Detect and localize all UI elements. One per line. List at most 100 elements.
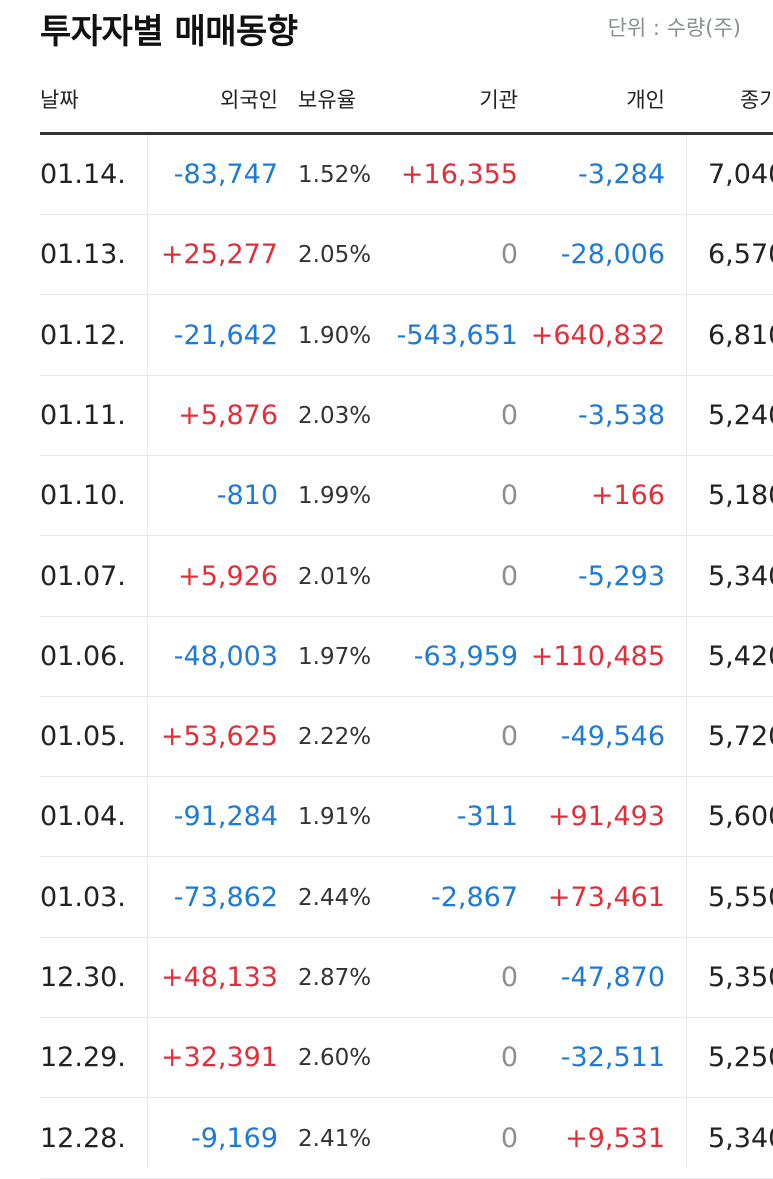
- row-holding: 2.41%: [298, 1125, 372, 1152]
- row-date: 12.29.: [40, 1042, 126, 1074]
- row-divider: [40, 214, 773, 215]
- row-divider: [40, 936, 773, 938]
- row-foreign: -91,284: [173, 801, 278, 833]
- row-date: 01.06.: [40, 640, 126, 672]
- row-foreign: -810: [216, 480, 278, 512]
- header-foreign: 외국인: [220, 88, 278, 112]
- row-holding: 1.91%: [298, 804, 372, 831]
- header-individual: 개인: [626, 88, 665, 112]
- row-date: 01.13.: [40, 239, 126, 271]
- table-row[interactable]: 01.07. +5,926 2.01% 0 -5,293 5,340: [0, 537, 773, 617]
- row-foreign: -83,747: [173, 159, 278, 190]
- row-date: 01.11.: [40, 399, 126, 431]
- row-close: 5,340: [708, 560, 773, 592]
- row-holding: 2.87%: [298, 965, 372, 991]
- row-foreign: -73,862: [173, 881, 278, 913]
- row-close: 5,550: [708, 881, 773, 913]
- row-date: 01.05.: [40, 721, 126, 753]
- table-row[interactable]: 01.14. -83,747 1.52% +16,355 -3,284 7,040: [0, 135, 773, 215]
- row-divider: [40, 454, 773, 456]
- row-institution: 0: [500, 480, 518, 512]
- row-foreign: -48,003: [173, 640, 278, 672]
- row-institution: 0: [500, 962, 518, 993]
- row-holding: 1.90%: [298, 322, 372, 349]
- row-date: 01.14.: [40, 159, 126, 190]
- row-foreign: +48,133: [160, 962, 278, 993]
- table-row[interactable]: 01.03. -73,862 2.44% -2,867 +73,461 5,550: [0, 858, 773, 938]
- row-individual: -32,511: [560, 1042, 665, 1074]
- row-institution: -63,959: [413, 640, 518, 672]
- header-institution: 기관: [479, 88, 518, 112]
- row-close: 6,570: [708, 239, 773, 271]
- row-institution: -2,867: [430, 881, 518, 913]
- header-divider: [40, 132, 773, 135]
- row-holding: 2.44%: [298, 884, 372, 911]
- row-foreign: +5,926: [178, 560, 278, 592]
- row-divider: [40, 695, 773, 697]
- column-divider: [147, 135, 148, 1168]
- row-divider: [40, 535, 773, 537]
- row-foreign: +53,625: [160, 721, 278, 753]
- table-row[interactable]: 01.11. +5,876 2.03% 0 -3,538 5,240: [0, 376, 773, 456]
- row-divider: [40, 374, 773, 376]
- row-close: 5,340: [708, 1122, 773, 1154]
- row-individual: -47,870: [560, 962, 665, 993]
- row-individual: +640,832: [530, 319, 665, 351]
- row-foreign: +25,277: [160, 239, 278, 271]
- row-foreign: -9,169: [190, 1122, 278, 1154]
- row-date: 12.30.: [40, 962, 126, 993]
- row-close: 5,240: [708, 399, 773, 431]
- row-close: 5,180: [708, 480, 773, 512]
- row-individual: +73,461: [547, 881, 665, 913]
- page-title: 투자자별 매매동향: [40, 12, 298, 52]
- row-close: 5,250: [708, 1042, 773, 1074]
- row-institution: 0: [500, 1122, 518, 1154]
- header-close: 종가: [740, 88, 773, 112]
- table-row[interactable]: 01.06. -48,003 1.97% -63,959 +110,485 5,420: [0, 617, 773, 697]
- row-individual: -49,546: [560, 721, 665, 753]
- header-holding: 보유율: [298, 88, 356, 112]
- row-individual: +9,531: [565, 1122, 665, 1154]
- row-institution: 0: [500, 399, 518, 431]
- row-divider: [40, 1017, 773, 1018]
- table-row[interactable]: 01.05. +53,625 2.22% 0 -49,546 5,720: [0, 697, 773, 778]
- row-date: 01.07.: [40, 560, 126, 592]
- table-row[interactable]: 01.04. -91,284 1.91% -311 +91,493 5,600: [0, 777, 773, 858]
- row-date: 01.03.: [40, 881, 126, 913]
- header-date: 날짜: [40, 88, 79, 112]
- row-holding: 2.22%: [298, 724, 372, 751]
- table-row[interactable]: 01.12. -21,642 1.90% -543,651 +640,832 6,810: [0, 296, 773, 376]
- row-institution: -543,651: [396, 319, 518, 351]
- row-divider: [40, 856, 773, 858]
- row-individual: -28,006: [560, 239, 665, 271]
- row-holding: 1.97%: [298, 643, 372, 670]
- table-row[interactable]: 01.13. +25,277 2.05% 0 -28,006 6,570: [0, 215, 773, 296]
- row-foreign: +5,876: [178, 399, 278, 431]
- row-holding: 1.99%: [298, 483, 372, 510]
- row-divider: [40, 294, 773, 296]
- row-institution: 0: [500, 239, 518, 271]
- row-holding: 2.05%: [298, 242, 372, 269]
- table-row[interactable]: 12.29. +32,391 2.60% 0 -32,511 5,250: [0, 1018, 773, 1099]
- row-date: 01.10.: [40, 480, 126, 512]
- row-date: 01.04.: [40, 801, 126, 833]
- unit-label: 단위 : 수량(주): [607, 16, 741, 40]
- row-close: 6,810: [708, 319, 773, 351]
- table-row[interactable]: 12.28. -9,169 2.41% 0 +9,531 5,340: [0, 1099, 773, 1179]
- row-divider: [40, 776, 773, 778]
- row-individual: +91,493: [547, 801, 665, 833]
- row-foreign: +32,391: [160, 1042, 278, 1074]
- row-holding: 1.52%: [298, 162, 372, 188]
- row-divider: [40, 1097, 773, 1099]
- row-institution: +16,355: [400, 159, 518, 190]
- row-individual: +110,485: [530, 640, 665, 672]
- row-close: 5,420: [708, 640, 773, 672]
- column-divider: [686, 135, 687, 1168]
- row-individual: +166: [590, 480, 665, 512]
- row-foreign: -21,642: [173, 319, 278, 351]
- row-holding: 2.03%: [298, 402, 372, 429]
- table-row[interactable]: 01.10. -810 1.99% 0 +166 5,180: [0, 456, 773, 537]
- table-row[interactable]: 12.30. +48,133 2.87% 0 -47,870 5,350: [0, 938, 773, 1018]
- row-institution: 0: [500, 1042, 518, 1074]
- row-individual: -3,284: [577, 159, 665, 190]
